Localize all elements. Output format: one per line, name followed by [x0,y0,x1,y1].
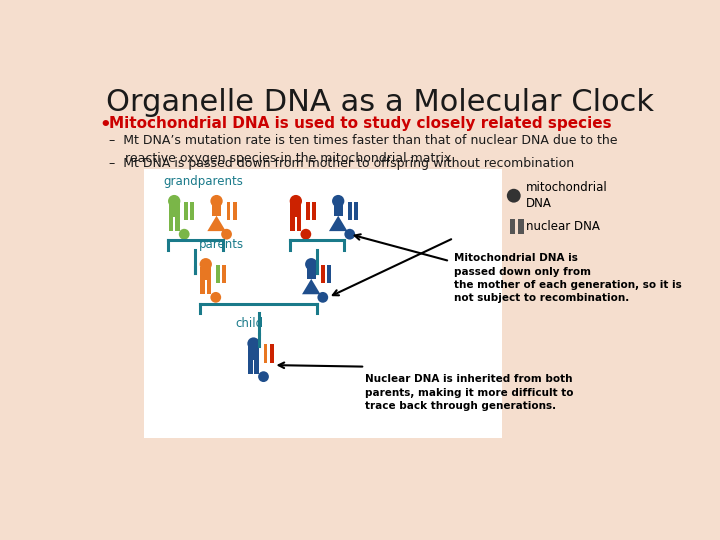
Polygon shape [207,215,226,231]
Bar [510,219,516,234]
Text: mitochondrial
DNA: mitochondrial DNA [526,181,608,210]
Bar [290,217,295,231]
Circle shape [221,229,232,240]
Circle shape [300,229,311,240]
Circle shape [318,292,328,303]
Bar [190,202,194,220]
Bar [348,202,352,220]
Bar [184,202,188,220]
Circle shape [248,338,260,350]
Bar [306,202,310,220]
Circle shape [179,229,189,240]
Bar [200,267,211,280]
Circle shape [289,195,302,207]
Circle shape [305,258,318,271]
Bar [175,217,179,231]
Circle shape [258,372,269,382]
Bar [290,204,301,217]
Bar [321,265,325,284]
Text: child: child [235,318,264,330]
Polygon shape [329,215,348,231]
Bar [312,202,316,220]
Bar [270,345,274,363]
Bar [212,205,221,215]
Text: parents: parents [199,238,244,251]
Bar [264,345,267,363]
Text: grandparents: grandparents [163,175,243,188]
Text: –  Mt DNA’s mutation rate is ten times faster than that of nuclear DNA due to th: – Mt DNA’s mutation rate is ten times fa… [109,134,617,165]
Text: –  Mt DNA is passed down from mother to offspring without recombination: – Mt DNA is passed down from mother to o… [109,157,574,170]
Bar [297,217,301,231]
Bar [254,360,259,374]
Bar [216,265,220,284]
Circle shape [199,258,212,271]
Bar [248,360,253,374]
Bar [144,168,503,438]
Bar [248,346,259,360]
Circle shape [344,229,355,240]
Bar [518,219,523,234]
Bar [328,265,331,284]
Bar [233,202,237,220]
Bar [222,265,226,284]
Bar [354,202,359,220]
Text: Mitochondrial DNA is used to study closely related species: Mitochondrial DNA is used to study close… [109,117,611,131]
Circle shape [168,195,180,207]
Text: Organelle DNA as a Molecular Clock: Organelle DNA as a Molecular Clock [106,88,654,117]
Bar [307,268,316,279]
Bar [333,205,343,215]
Bar [168,217,174,231]
Text: Mitochondrial DNA is
passed down only from
the mother of each generation, so it : Mitochondrial DNA is passed down only fr… [454,253,681,303]
Circle shape [210,195,222,207]
Text: Nuclear DNA is inherited from both
parents, making it more difficult to
trace ba: Nuclear DNA is inherited from both paren… [365,374,574,411]
Circle shape [332,195,344,207]
Bar [200,280,205,294]
Circle shape [210,292,221,303]
Text: •: • [99,117,111,134]
Text: nuclear DNA: nuclear DNA [526,220,600,233]
Bar [207,280,211,294]
Bar [227,202,230,220]
Polygon shape [302,279,320,294]
Bar [168,204,179,217]
Circle shape [507,189,521,202]
